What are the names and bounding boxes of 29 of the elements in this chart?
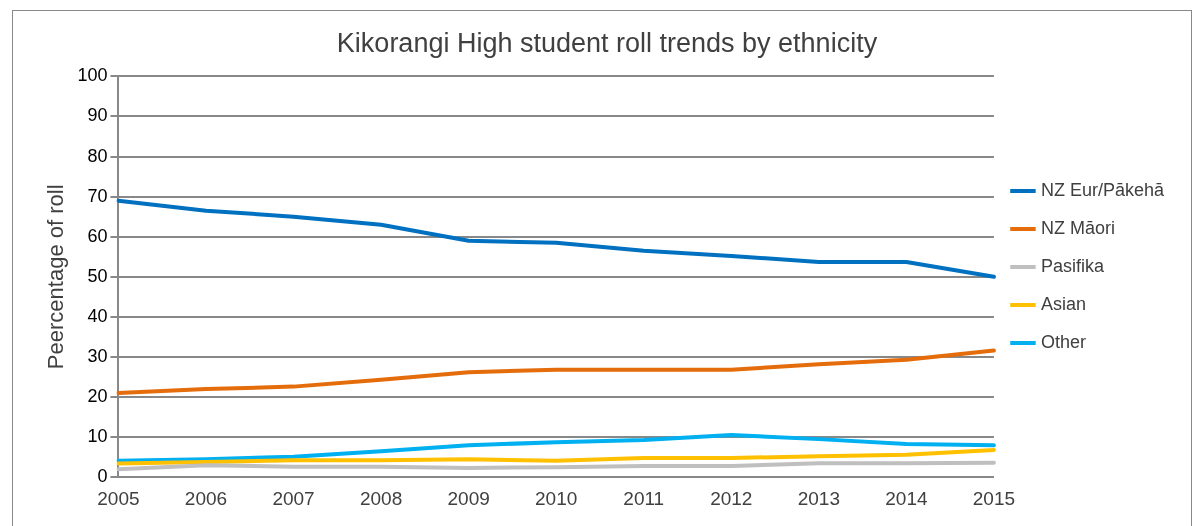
- legend-label: NZ Eur/Pākehā: [1040, 179, 1165, 200]
- legend-label: NZ Māori: [1040, 217, 1115, 238]
- y-tick-label: 100: [77, 65, 108, 86]
- y-tick-label: 80: [87, 145, 108, 166]
- x-tick-label: 2009: [447, 487, 490, 509]
- x-tick-label: 2015: [972, 487, 1016, 509]
- y-tick-label: 60: [87, 225, 108, 246]
- chart-title: Kikorangi High student roll trends by ethnicity: [336, 27, 878, 58]
- x-tick-label: 2013: [797, 487, 840, 509]
- legend-label: Pasifika: [1040, 255, 1105, 276]
- x-tick-label: 2014: [885, 487, 928, 509]
- y-tick-label: 90: [87, 105, 108, 126]
- y-tick-label: 10: [87, 426, 108, 447]
- x-tick-label: 2010: [535, 487, 578, 509]
- y-tick-label: 70: [87, 185, 108, 206]
- legend-label: Other: [1040, 331, 1086, 352]
- y-tick-label: 0: [97, 466, 108, 487]
- x-tick-label: 2006: [184, 487, 228, 509]
- x-tick-label: 2008: [359, 487, 403, 509]
- y-axis-title: Peercentage of roll: [43, 184, 69, 370]
- y-tick-label: 40: [87, 305, 108, 326]
- y-tick-label: 30: [87, 345, 108, 366]
- y-tick-label: 50: [87, 265, 108, 286]
- x-tick-label: 2005: [97, 487, 140, 509]
- y-tick-label: 20: [87, 386, 108, 407]
- legend-label: Asian: [1040, 293, 1086, 314]
- x-tick-label: 2011: [623, 487, 665, 509]
- x-tick-label: 2012: [710, 487, 753, 509]
- x-tick-label: 2007: [272, 487, 315, 509]
